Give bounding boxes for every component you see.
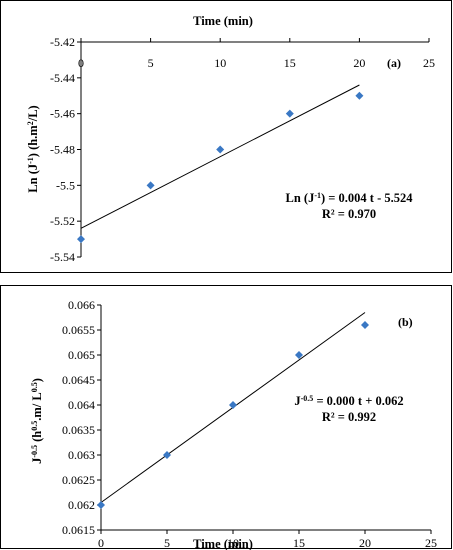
data-point — [216, 145, 225, 154]
x-tick-label: 15 — [284, 56, 296, 70]
x-tick-label: 25 — [423, 56, 435, 70]
y-tick-label: 0.0635 — [62, 423, 95, 437]
data-point — [146, 181, 155, 190]
y-axis-title: Ln (J-1) (h.m2/L) — [26, 105, 41, 192]
y-tick-label: 0.0625 — [62, 473, 95, 487]
trendline-equation: J-0.5 = 0.000 t + 0.062 — [294, 394, 403, 409]
y-tick-label: 0.0655 — [62, 323, 95, 337]
x-tick-label: 15 — [293, 536, 305, 550]
data-point — [285, 109, 294, 118]
x-tick-label: 5 — [148, 56, 154, 70]
x-tick-label: 10 — [214, 56, 226, 70]
y-tick-label: 0.064 — [68, 398, 95, 412]
data-point — [77, 235, 85, 244]
chart-b-svg: 0.0615 0.062 0.0625 0.063 0.0635 0.064 0.0645 0… — [30, 298, 438, 550]
r-squared-label: R² = 0.970 — [322, 207, 376, 221]
y-tick-label: -5.5 — [56, 178, 75, 192]
panel-label: (b) — [398, 315, 413, 329]
x-tick-label: 25 — [425, 536, 437, 550]
y-tick-label: -5.42 — [50, 35, 75, 49]
x-axis-title: Time (min) — [193, 14, 253, 28]
panel-label: (a) — [387, 56, 401, 70]
chart-a-svg: -5.54 -5.52 -5.5 -5.48 -5.46 -5.44 -5.420 5 10 15… — [26, 14, 436, 264]
x-tick-label: 20 — [353, 56, 365, 70]
y-tick-label: 0.066 — [68, 298, 95, 312]
y-tick-label: 0.0615 — [62, 523, 95, 537]
y-tick-label: -5.46 — [50, 107, 75, 121]
x-tick-label: 5 — [164, 536, 170, 550]
y-tick-label: 0.065 — [68, 348, 95, 362]
chart-panel-a: -5.54 -5.52 -5.5 -5.48 -5.46 -5.44 -5.42 0 5 10 15… — [0, 0, 452, 273]
y-tick-label: 0.062 — [68, 498, 95, 512]
x-axis-title: Time (min) — [193, 537, 253, 550]
data-point — [229, 401, 237, 409]
x-tick-label: 0 — [78, 56, 84, 70]
data-point — [361, 321, 369, 329]
y-tick-label: -5.48 — [50, 143, 75, 157]
trendline — [80, 84, 360, 229]
trendline-equation: Ln (J-1) = 0.004 t - 5.524 — [286, 191, 414, 206]
y-tick-label: -5.54 — [50, 250, 75, 264]
y-tick-label: -5.44 — [50, 71, 75, 85]
r-squared-label: R² = 0.992 — [322, 410, 376, 424]
data-point — [97, 501, 105, 509]
data-point — [163, 451, 171, 459]
y-tick-label: 0.0645 — [62, 373, 95, 387]
data-point — [355, 91, 364, 100]
y-tick-label: -5.52 — [50, 214, 75, 228]
data-point — [295, 351, 303, 359]
y-tick-label: 0.063 — [68, 448, 95, 462]
chart-panel-b: 0.0615 0.062 0.0625 0.063 0.0635 0.064 0.0645 0… — [0, 285, 452, 550]
y-axis-title: J-0.5 (h0.5.m/ L0.5) — [30, 378, 45, 464]
x-tick-label: 0 — [98, 536, 104, 550]
x-tick-label: 20 — [359, 536, 371, 550]
x-tick-label: 10 — [227, 536, 239, 550]
